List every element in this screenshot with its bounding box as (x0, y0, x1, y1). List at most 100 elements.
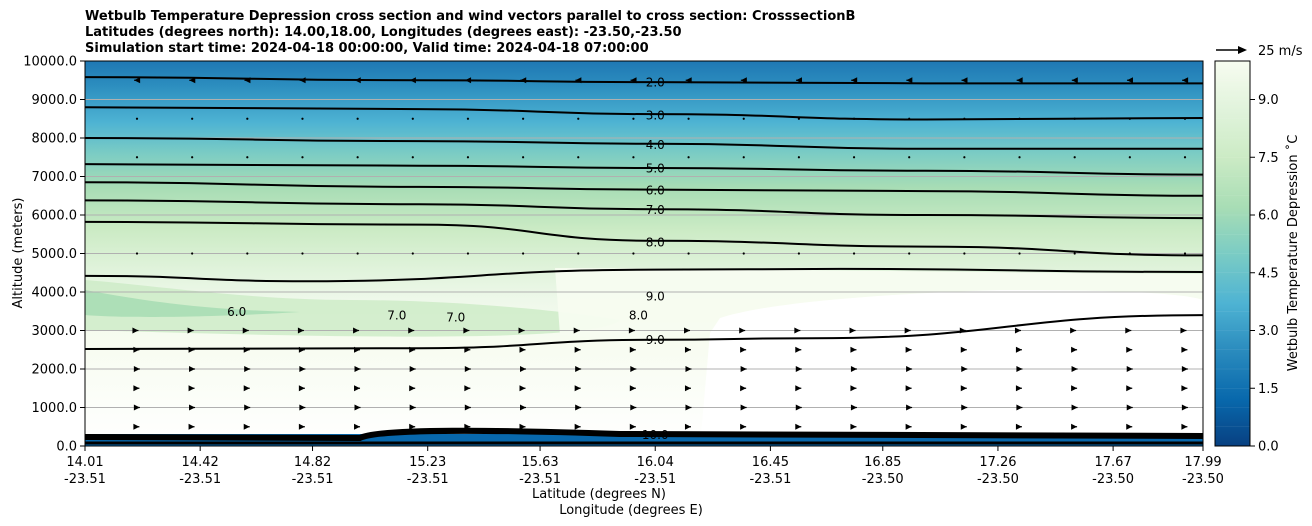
wind-reference-label: 25 m/s (1258, 44, 1303, 59)
wind-vector (1128, 156, 1131, 159)
wind-vector-head (794, 327, 801, 334)
contour-label: 8.0 (629, 309, 648, 323)
wind-vector-head (1070, 327, 1077, 334)
wind-vector-head (520, 77, 527, 84)
wind-vector-head (851, 77, 858, 84)
x-tick-label-lat: 17.26 (979, 455, 1016, 470)
wind-vector-head (740, 423, 747, 430)
wind-vector-head (1126, 404, 1133, 411)
wind-vector-head (1126, 346, 1133, 353)
wind-vector (411, 117, 414, 120)
wind-vector-head (1016, 404, 1023, 411)
wind-vector (466, 117, 470, 120)
y-tick-label: 10000.0 (23, 55, 77, 70)
wind-vector-head (574, 346, 581, 353)
wind-vector-head (630, 404, 637, 411)
wind-vector-head (134, 77, 141, 84)
wind-reference-key: 25 m/s (1216, 44, 1303, 59)
wind-vector-head (849, 327, 856, 334)
contour-label: 9.0 (646, 289, 665, 303)
wind-vector-head (850, 346, 857, 353)
wind-vector (1183, 252, 1187, 255)
wind-vector-head (961, 404, 968, 411)
wind-vector-head (960, 385, 967, 392)
wind-vector-head (1126, 423, 1133, 430)
wind-vector (356, 156, 359, 159)
wind-vector-head (519, 423, 526, 430)
wind-vector-head (519, 346, 526, 353)
x-axis-label-2: Longitude (degrees E) (559, 503, 703, 518)
wind-vector-head (850, 404, 857, 411)
wind-vector (135, 156, 139, 159)
wind-vector (852, 117, 856, 120)
wind-vector-head (575, 366, 582, 372)
wind-vector-head (244, 366, 251, 372)
wind-vector-head (244, 404, 251, 411)
wind-vector-head (1125, 327, 1132, 334)
contour-label: 2.0 (646, 76, 665, 90)
chart-title-line-1: Wetbulb Temperature Depression cross sec… (85, 9, 856, 24)
wind-vector-head (685, 366, 692, 372)
wind-vector-head (354, 404, 361, 411)
x-tick-label-lon: -23.51 (634, 472, 676, 487)
wind-vector-head (1071, 366, 1078, 372)
wind-vector (742, 252, 745, 255)
wind-vector (797, 252, 800, 255)
contour-line (85, 314, 1203, 350)
wind-vector-head (188, 385, 195, 392)
wind-vector-head (298, 385, 305, 392)
x-axis: 14.01 -23.51 14.42 -23.51 14.82 -23.51 15.23 -2… (64, 446, 1224, 487)
wind-vector-head (1126, 366, 1133, 372)
contour-label: 9.0 (646, 333, 665, 347)
wind-vector-head (906, 366, 913, 372)
y-axis: 0.0 1000.0 2000.0 3000.0 4000.0 5000.0 6000.0 7… (23, 55, 85, 455)
wind-vector-head (354, 385, 361, 392)
wind-vector (632, 117, 635, 120)
x-tick-label-lon: -23.50 (977, 472, 1019, 487)
wind-vector-head (740, 366, 747, 372)
wind-vector-head (409, 423, 416, 430)
wind-vector-head (464, 346, 471, 353)
contour-line (85, 199, 1203, 220)
wind-vector-head (905, 423, 912, 430)
wind-vector-head (795, 366, 802, 372)
wind-vector-head (189, 366, 196, 372)
wind-vector-head (464, 366, 471, 372)
x-tick-label-lat: 17.67 (1095, 455, 1132, 470)
wind-vector-head (409, 404, 416, 411)
wind-vector-head (299, 77, 306, 84)
wind-vector-head (629, 385, 636, 392)
wind-vector (908, 156, 911, 159)
contour-label: 4.0 (646, 138, 665, 152)
wind-vector (246, 156, 249, 159)
wind-vector-head (132, 327, 139, 334)
wind-vector-head (353, 327, 360, 334)
wind-vector (246, 117, 249, 120)
wind-vector (411, 156, 414, 159)
wind-vector-head (959, 327, 966, 334)
wind-vector-head (464, 423, 471, 430)
wind-vector-head (1071, 423, 1078, 430)
x-tick-label-lon: -23.50 (862, 472, 904, 487)
wind-vector (246, 252, 249, 255)
colorbar-ticks: 0.0 1.5 3.0 4.5 6.0 7.5 9.0 (1250, 93, 1279, 455)
wind-vector-head (189, 77, 196, 84)
wind-vector-head (519, 385, 526, 392)
colorbar-tick-label: 4.5 (1258, 266, 1279, 281)
wind-vector-head (573, 327, 580, 334)
chart-title-line-3: Simulation start time: 2024-04-18 00:00:… (85, 41, 649, 56)
colorbar-tick-label: 9.0 (1258, 93, 1279, 108)
contour-line (85, 106, 1203, 121)
contour-line-surface (85, 427, 1203, 442)
wind-vector-head (850, 423, 857, 430)
wind-vector (687, 156, 690, 159)
wind-vector (963, 156, 966, 159)
wind-vector-head (297, 327, 304, 334)
contour-label: 7.0 (446, 311, 465, 325)
wind-vector-head (684, 423, 691, 430)
colorbar-tick-label: 3.0 (1258, 324, 1279, 339)
wind-vector-head (463, 327, 470, 334)
wind-vector-head (242, 327, 249, 334)
x-tick-label-lat: 16.85 (864, 455, 901, 470)
x-tick-label-lat: 14.01 (66, 455, 103, 470)
